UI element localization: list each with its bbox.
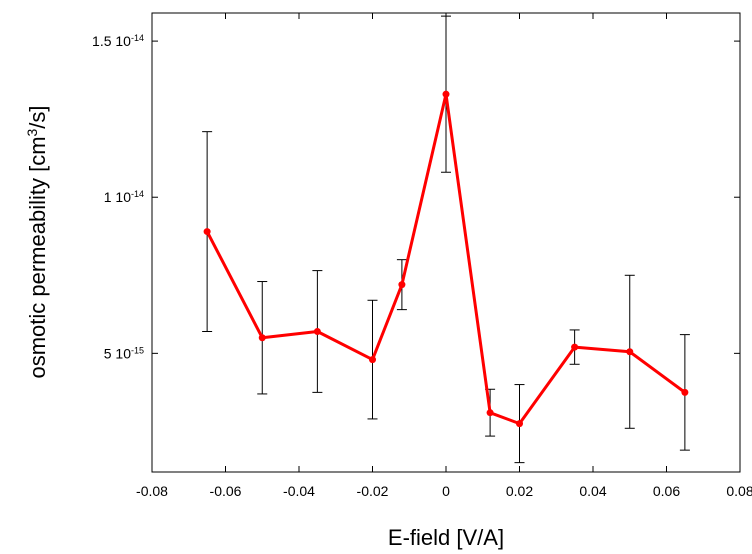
data-point: [398, 281, 406, 289]
error-bars: [202, 15, 690, 464]
data-point: [626, 348, 634, 356]
y-tick-mantissa: 1 10: [104, 189, 131, 205]
y-axis-title: osmotic permeability [cm3/s]: [24, 105, 50, 378]
y-tick-exponent: -14: [131, 33, 144, 43]
y-tick-label: 5 10-15: [104, 345, 144, 361]
y-tick-exponent: -14: [131, 189, 144, 199]
x-tick-label: -0.04: [283, 483, 315, 499]
x-tick-label: 0.06: [653, 483, 680, 499]
y-axis-title-main: osmotic permeability [cm: [25, 136, 50, 378]
data-point: [442, 90, 450, 98]
y-tick-mantissa: 5 10: [104, 345, 131, 361]
data-series: [203, 90, 689, 428]
data-point: [313, 327, 321, 335]
x-tick-label: 0.04: [579, 483, 606, 499]
x-tick-label: -0.08: [136, 483, 168, 499]
x-tick-label: 0.08: [726, 483, 752, 499]
data-point: [203, 228, 211, 236]
x-tick-label: -0.02: [357, 483, 389, 499]
x-axis: -0.08 -0.06 -0.04 -0.02 0 0.02 0.04 0.06 0.08: [136, 13, 752, 499]
x-tick-label: -0.06: [210, 483, 242, 499]
data-point: [571, 343, 579, 351]
data-point: [369, 356, 376, 364]
y-axis-title-unit: /s]: [25, 105, 50, 128]
y-axis-title-sup: 3: [24, 128, 40, 136]
x-tick-label: 0.02: [506, 483, 533, 499]
y-tick-exponent: -15: [131, 345, 144, 355]
x-tick-label: 0: [442, 483, 450, 499]
x-axis-title: E-field [V/A]: [388, 525, 504, 550]
y-axis: 5 10-151 10-141.5 10-14: [92, 33, 740, 361]
data-point: [681, 388, 689, 396]
y-tick-label: 1.5 10-14: [92, 33, 144, 49]
data-point: [258, 334, 266, 342]
data-point: [516, 420, 523, 428]
y-tick-label: 1 10-14: [104, 189, 144, 205]
data-point: [486, 409, 494, 417]
y-tick-mantissa: 1.5 10: [92, 33, 131, 49]
